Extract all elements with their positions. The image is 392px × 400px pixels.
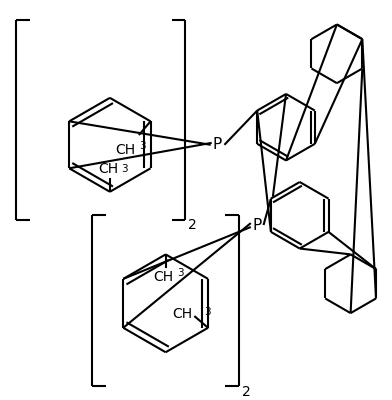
Text: P: P	[252, 218, 261, 232]
Text: 3: 3	[139, 141, 145, 151]
Text: CH: CH	[172, 307, 192, 321]
Text: CH: CH	[98, 162, 118, 176]
Text: CH: CH	[115, 143, 135, 157]
Text: 2: 2	[188, 218, 197, 232]
Text: 2: 2	[242, 384, 251, 398]
Text: 3: 3	[178, 268, 184, 278]
Text: P: P	[213, 137, 222, 152]
Text: CH: CH	[154, 270, 174, 284]
Text: 3: 3	[204, 307, 211, 317]
Text: 3: 3	[122, 164, 128, 174]
